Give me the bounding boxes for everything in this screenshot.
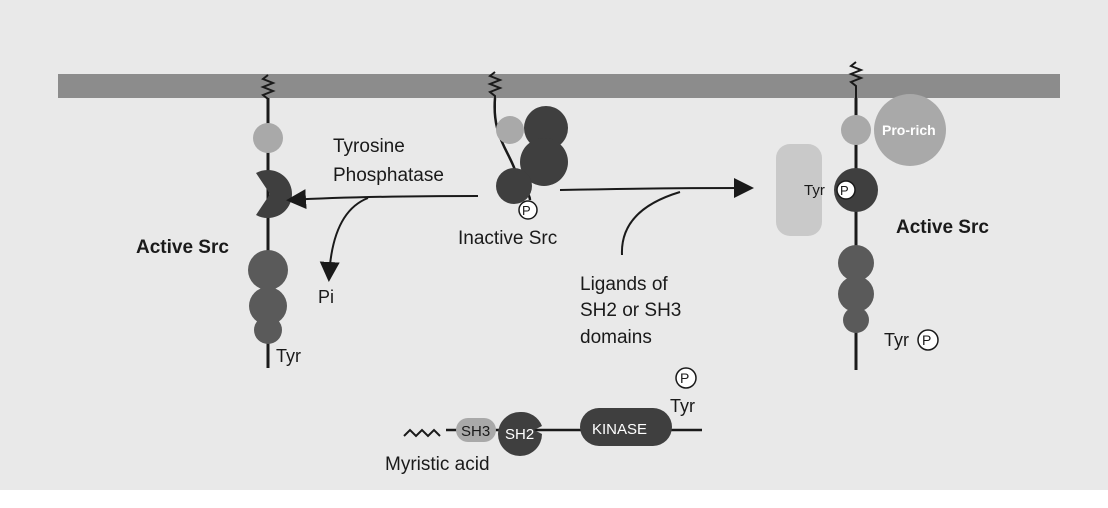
ligands-label-line2: SH2 or SH3: [580, 300, 681, 321]
tyrosine-phosphatase-label-line1: Tyrosine: [333, 136, 405, 157]
phospho-symbol-domain: P: [680, 370, 689, 386]
tyr-right-lower-label: Tyr: [884, 330, 909, 350]
sh2-domain-label: SH2: [505, 426, 534, 443]
kinase-tail-right: [843, 307, 869, 333]
sh3-domain-center: [496, 116, 524, 144]
pro-rich-label: Pro-rich: [882, 122, 936, 138]
kinase-tail-left: [254, 316, 282, 344]
active-src-left-label: Active Src: [136, 237, 229, 258]
kinase-nlobe-left: [248, 250, 288, 290]
sh2-domain-center: [496, 168, 532, 204]
active-src-right-label: Active Src: [896, 217, 989, 238]
paper-bottom-edge: [0, 490, 1108, 508]
sh3-domain-left: [253, 123, 283, 153]
sh3-domain-label: SH3: [461, 423, 490, 440]
myristic-acid-label: Myristic acid: [385, 454, 490, 475]
sh3-domain-right: [841, 115, 871, 145]
tyr-right-upper-label: Tyr: [804, 182, 825, 199]
phospho-symbol-right-lower: P: [922, 332, 931, 348]
inactive-src-label: Inactive Src: [458, 228, 557, 249]
kinase-nlobe-right: [838, 245, 874, 281]
tyr-left-label: Tyr: [276, 346, 301, 366]
domain-tyr-label: Tyr: [670, 396, 695, 416]
tyrosine-phosphatase-label-line2: Phosphatase: [333, 165, 444, 186]
kinase-domain-label: KINASE: [592, 421, 647, 438]
phospho-symbol-right-upper: P: [840, 183, 849, 198]
ligands-label-line3: domains: [580, 327, 652, 348]
ligands-label-line1: Ligands of: [580, 274, 668, 295]
phospho-symbol-center: P: [522, 203, 531, 218]
pi-label: Pi: [318, 287, 334, 307]
kinase-clobe-right: [838, 276, 874, 312]
